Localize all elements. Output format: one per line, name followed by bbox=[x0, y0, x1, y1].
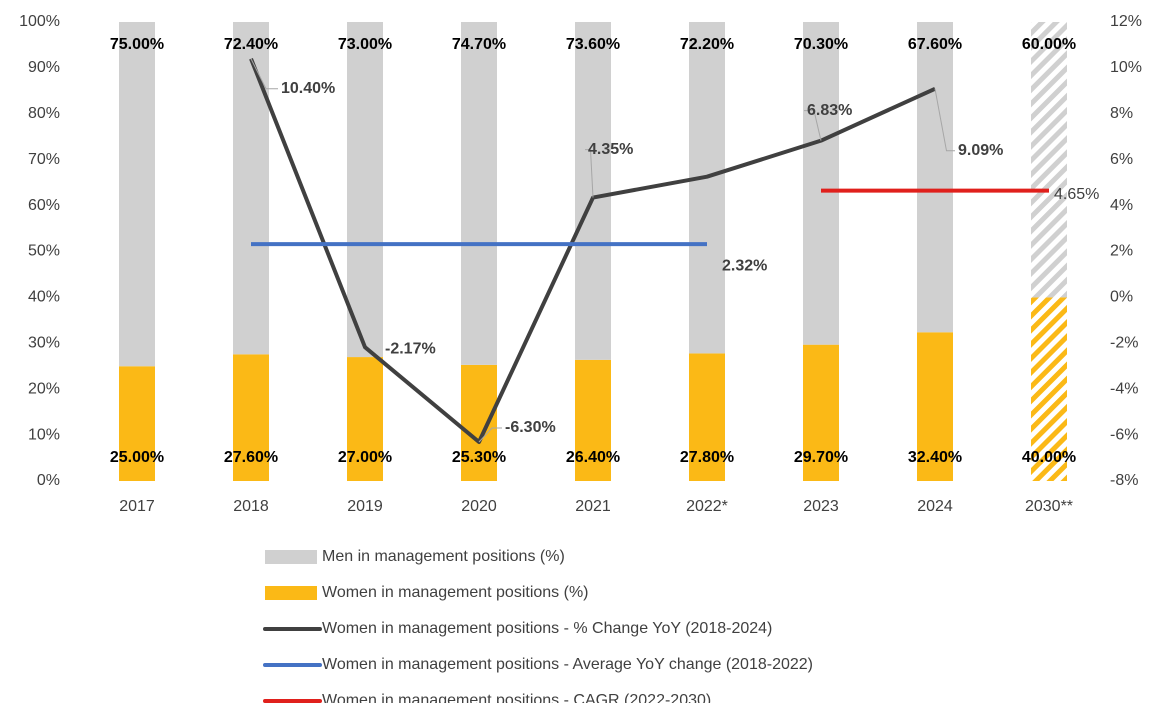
y-tick-label: 90% bbox=[28, 59, 60, 76]
leader-line bbox=[478, 427, 502, 443]
bar bbox=[575, 359, 611, 481]
x-tick-label: 2024 bbox=[917, 498, 953, 515]
legend-label: Women in management positions - Average … bbox=[322, 656, 813, 673]
bar-value-label: 74.70% bbox=[452, 36, 506, 53]
line-value-label: 9.09% bbox=[958, 142, 1003, 159]
bar bbox=[917, 332, 953, 481]
bar bbox=[1031, 22, 1067, 298]
y-tick-label: 40% bbox=[28, 289, 60, 306]
x-tick-label: 2022* bbox=[686, 498, 728, 515]
bar bbox=[1031, 297, 1067, 481]
line-value-label: 6.83% bbox=[807, 102, 852, 119]
bar-value-label: 25.00% bbox=[110, 449, 164, 466]
x-tick-label: 2023 bbox=[803, 498, 839, 515]
bar-value-label: 67.60% bbox=[908, 36, 962, 53]
leader-line bbox=[585, 149, 594, 198]
bar-value-label: 75.00% bbox=[110, 36, 164, 53]
legend-label: Women in management positions (%) bbox=[322, 584, 589, 601]
y2-tick-label: -4% bbox=[1110, 380, 1138, 397]
bar bbox=[233, 22, 269, 355]
bar-value-label: 73.60% bbox=[566, 36, 620, 53]
bar-value-label: 29.70% bbox=[794, 449, 848, 466]
bar-value-label: 60.00% bbox=[1022, 36, 1076, 53]
legend-label: Women in management positions - % Change… bbox=[322, 620, 772, 637]
line-value-label: -6.30% bbox=[505, 419, 556, 436]
y2-tick-label: 2% bbox=[1110, 243, 1133, 260]
bar bbox=[119, 22, 155, 367]
x-tick-label: 2018 bbox=[233, 498, 269, 515]
y-tick-label: 20% bbox=[28, 380, 60, 397]
bar bbox=[917, 22, 953, 333]
bar-value-label: 72.20% bbox=[680, 36, 734, 53]
x-tick-label: 2017 bbox=[119, 498, 155, 515]
bar bbox=[233, 354, 269, 481]
bar-value-label: 73.00% bbox=[338, 36, 392, 53]
y2-tick-label: 6% bbox=[1110, 151, 1133, 168]
y-tick-label: 70% bbox=[28, 151, 60, 168]
y2-tick-label: 4% bbox=[1110, 197, 1133, 214]
bar-value-label: 27.00% bbox=[338, 449, 392, 466]
line-value-label: 10.40% bbox=[281, 80, 335, 97]
leader-line bbox=[250, 58, 278, 90]
y2-tick-label: -8% bbox=[1110, 472, 1138, 489]
y-tick-label: 30% bbox=[28, 335, 60, 352]
y2-tick-label: -2% bbox=[1110, 335, 1138, 352]
bar bbox=[689, 22, 725, 354]
bar-value-label: 27.60% bbox=[224, 449, 278, 466]
line-value-label: 2.32% bbox=[722, 257, 767, 274]
legend-swatch bbox=[265, 586, 317, 600]
y2-tick-label: 8% bbox=[1110, 105, 1133, 122]
x-tick-label: 2021 bbox=[575, 498, 611, 515]
bar-value-label: 32.40% bbox=[908, 449, 962, 466]
bar bbox=[347, 357, 383, 481]
bar bbox=[461, 22, 497, 365]
bar bbox=[461, 364, 497, 481]
x-tick-label: 2030** bbox=[1025, 498, 1073, 515]
legend-label: Men in management positions (%) bbox=[322, 548, 565, 565]
y-tick-label: 60% bbox=[28, 197, 60, 214]
y2-tick-label: 10% bbox=[1110, 59, 1142, 76]
y-tick-label: 50% bbox=[28, 243, 60, 260]
line-value-label: -2.17% bbox=[385, 340, 436, 357]
bar-value-label: 72.40% bbox=[224, 36, 278, 53]
line-value-label: 4.35% bbox=[588, 141, 633, 158]
leader-line bbox=[934, 88, 955, 152]
y-tick-label: 0% bbox=[37, 472, 60, 489]
bar-value-label: 40.00% bbox=[1022, 449, 1076, 466]
x-tick-label: 2019 bbox=[347, 498, 383, 515]
bar bbox=[803, 22, 839, 345]
bar-value-label: 70.30% bbox=[794, 36, 848, 53]
legend-label: Women in management positions - CAGR (20… bbox=[322, 692, 711, 703]
bar bbox=[347, 22, 383, 358]
y2-tick-label: -6% bbox=[1110, 426, 1138, 443]
bar bbox=[119, 366, 155, 481]
y2-tick-label: 12% bbox=[1110, 13, 1142, 30]
legend-swatch bbox=[265, 550, 317, 564]
y-tick-label: 10% bbox=[28, 426, 60, 443]
x-tick-label: 2020 bbox=[461, 498, 497, 515]
bar-value-label: 25.30% bbox=[452, 449, 506, 466]
y2-tick-label: 0% bbox=[1110, 289, 1133, 306]
bar-value-label: 26.40% bbox=[566, 449, 620, 466]
y-tick-label: 80% bbox=[28, 105, 60, 122]
line-value-label: 4.65% bbox=[1054, 186, 1099, 203]
bar bbox=[803, 344, 839, 481]
bar-value-label: 27.80% bbox=[680, 449, 734, 466]
leader-line bbox=[804, 110, 822, 141]
bar bbox=[689, 353, 725, 481]
y-tick-label: 100% bbox=[19, 13, 60, 30]
